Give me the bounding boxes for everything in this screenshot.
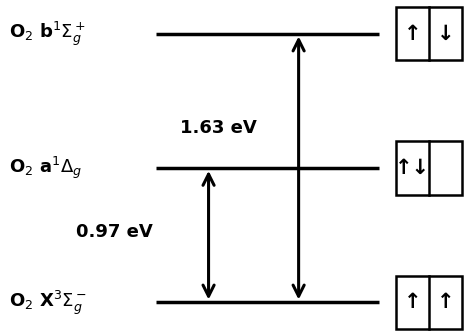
Text: 0.97 eV: 0.97 eV xyxy=(76,223,153,241)
Text: ↓: ↓ xyxy=(437,24,454,44)
Text: ↑: ↑ xyxy=(404,24,421,44)
Text: O$_2$ a$^1$$\Delta_g$: O$_2$ a$^1$$\Delta_g$ xyxy=(9,155,82,181)
Bar xyxy=(396,7,462,60)
Text: 1.63 eV: 1.63 eV xyxy=(180,119,257,137)
Bar xyxy=(396,141,462,195)
Text: ↑: ↑ xyxy=(437,292,454,312)
Text: ↑↓: ↑↓ xyxy=(395,158,430,178)
Bar xyxy=(396,276,462,329)
Text: ↑: ↑ xyxy=(404,292,421,312)
Text: O$_2$ b$^1$$\Sigma_g^+$: O$_2$ b$^1$$\Sigma_g^+$ xyxy=(9,19,87,48)
Text: O$_2$ X$^3$$\Sigma_g^-$: O$_2$ X$^3$$\Sigma_g^-$ xyxy=(9,288,88,317)
